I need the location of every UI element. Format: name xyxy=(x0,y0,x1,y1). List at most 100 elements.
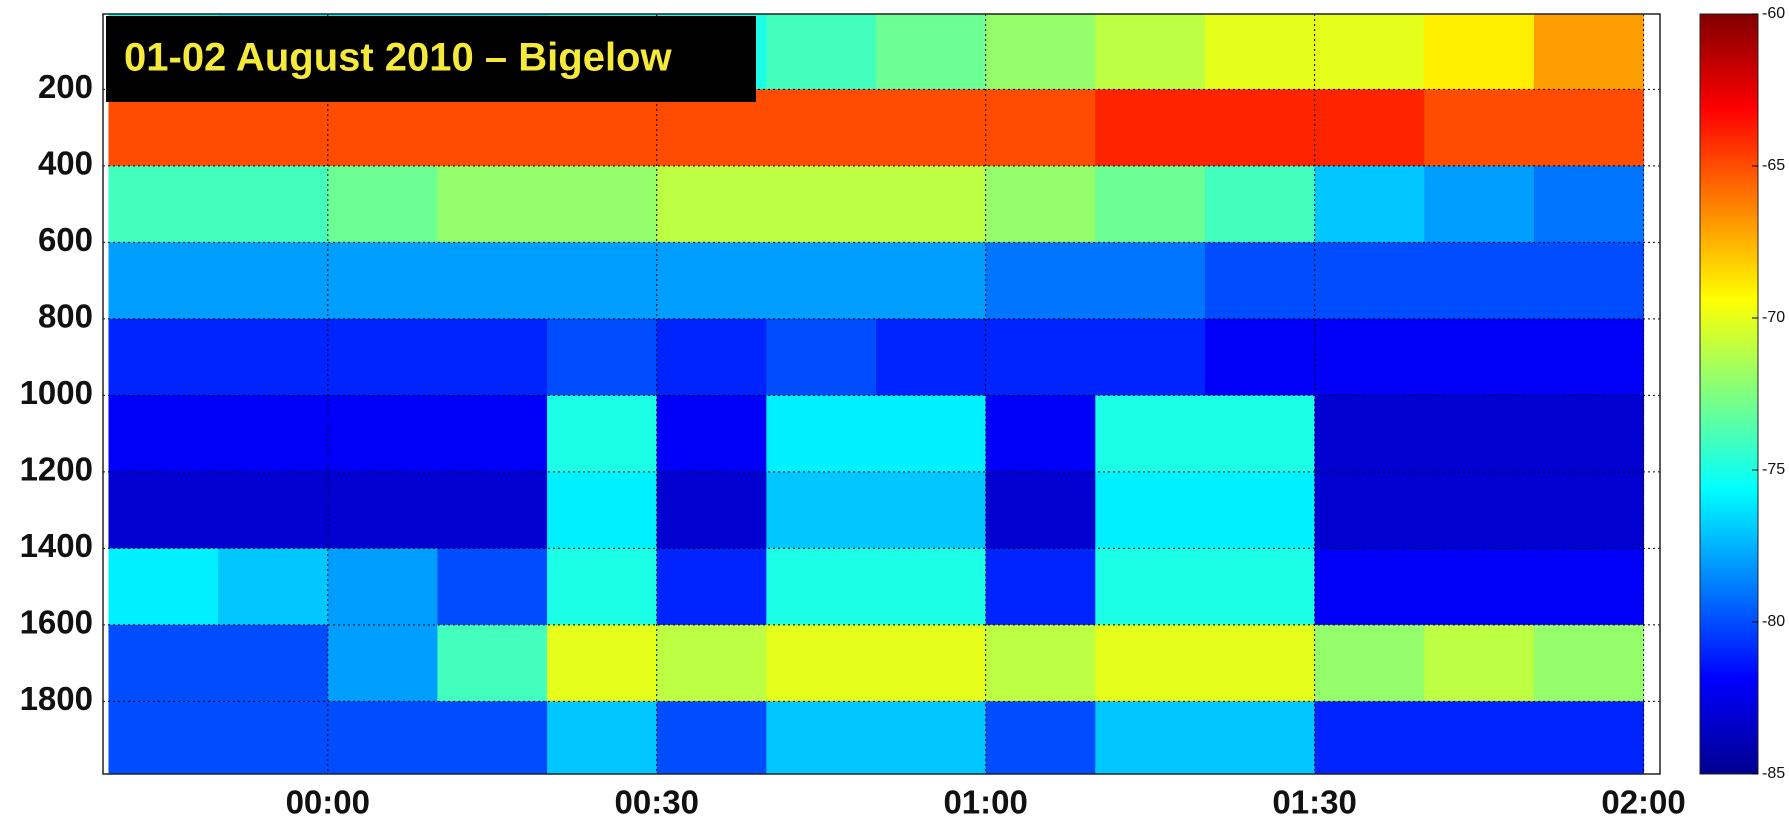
y-tick-label: 200 xyxy=(38,68,93,105)
heatmap-cell xyxy=(1205,89,1315,166)
heatmap-cell xyxy=(766,701,876,774)
heatmap-cell xyxy=(437,166,547,243)
heatmap-cell xyxy=(328,701,438,774)
heatmap-cell xyxy=(766,89,876,166)
heatmap-cell xyxy=(1205,14,1315,90)
heatmap-cell xyxy=(547,319,657,396)
heatmap-cell xyxy=(1534,166,1644,243)
heatmap-cell xyxy=(108,166,218,243)
heatmap-cell xyxy=(547,242,657,319)
heatmap-cell xyxy=(876,319,986,396)
heatmap-cell xyxy=(766,242,876,319)
heatmap-cell xyxy=(108,625,218,702)
colorbar-tick-label: -75 xyxy=(1762,461,1785,478)
heatmap-cell xyxy=(218,548,328,625)
heatmap-cell xyxy=(766,166,876,243)
heatmap-cell xyxy=(657,625,767,702)
heatmap-cell xyxy=(328,242,438,319)
heatmap-cell xyxy=(1424,89,1534,166)
heatmap-cell xyxy=(1095,14,1205,90)
heatmap-cell xyxy=(547,625,657,702)
heatmap-cell xyxy=(1205,395,1315,472)
heatmap-cell xyxy=(1534,242,1644,319)
heatmap-cell xyxy=(1534,625,1644,702)
heatmap-cell xyxy=(1315,89,1425,166)
heatmap-cell xyxy=(657,319,767,396)
heatmap-cell xyxy=(328,472,438,549)
heatmap-cell xyxy=(986,89,1096,166)
heatmap-cell xyxy=(876,166,986,243)
heatmap-cell xyxy=(1205,319,1315,396)
x-tick-label: 02:00 xyxy=(1601,784,1685,821)
heatmap-cell xyxy=(328,319,438,396)
heatmap-cell xyxy=(1534,89,1644,166)
heatmap-cell xyxy=(766,14,876,90)
heatmap-cell xyxy=(1424,548,1534,625)
heatmap-cell xyxy=(218,166,328,243)
heatmap-cell xyxy=(1534,319,1644,396)
heatmap-cell xyxy=(437,701,547,774)
heatmap-cell xyxy=(986,548,1096,625)
y-tick-label: 1000 xyxy=(20,374,93,411)
heatmap-cell xyxy=(1095,701,1205,774)
heatmap-cell xyxy=(1095,319,1205,396)
heatmap-cell xyxy=(1205,548,1315,625)
heatmap-cell xyxy=(986,395,1096,472)
heatmap-cell xyxy=(1534,14,1644,90)
heatmap-cell xyxy=(986,166,1096,243)
heatmap-cell xyxy=(657,395,767,472)
heatmap-cell xyxy=(1315,625,1425,702)
heatmap-cell xyxy=(218,625,328,702)
colorbar-tick-label: -85 xyxy=(1762,765,1785,782)
heatmap-cell xyxy=(876,89,986,166)
heatmap-cell xyxy=(876,701,986,774)
heatmap-cell xyxy=(876,472,986,549)
heatmap-cell xyxy=(986,472,1096,549)
heatmap-cell xyxy=(657,701,767,774)
heatmap-cell xyxy=(108,395,218,472)
heatmap-cell xyxy=(876,548,986,625)
heatmap-cell xyxy=(437,395,547,472)
y-tick-label: 1200 xyxy=(20,451,93,488)
heatmap-cell xyxy=(1534,395,1644,472)
heatmap-cell xyxy=(876,625,986,702)
heatmap-cell xyxy=(1424,166,1534,243)
heatmap-cell xyxy=(108,548,218,625)
chart: 01-02 August 2010 – Bigelow 200400600800… xyxy=(0,0,1789,827)
heatmap-cell xyxy=(876,395,986,472)
heatmap-cell xyxy=(1095,548,1205,625)
heatmap-cell xyxy=(1095,472,1205,549)
x-tick-label: 01:30 xyxy=(1272,784,1356,821)
heatmap-cell xyxy=(1315,701,1425,774)
heatmap-cell xyxy=(657,166,767,243)
colorbar-tick-label: -65 xyxy=(1762,157,1785,174)
heatmap-cell xyxy=(1315,472,1425,549)
heatmap-cell xyxy=(1095,395,1205,472)
heatmap-cell xyxy=(1424,242,1534,319)
chart-title: 01-02 August 2010 – Bigelow xyxy=(124,36,672,80)
heatmap-cell xyxy=(108,701,218,774)
heatmap-cell xyxy=(218,395,328,472)
heatmap-cell xyxy=(437,472,547,549)
heatmap-cell xyxy=(547,548,657,625)
heatmap-cell xyxy=(766,472,876,549)
colorbar-tick-label: -60 xyxy=(1762,5,1785,22)
heatmap-cell xyxy=(1315,395,1425,472)
heatmap-cell xyxy=(986,625,1096,702)
heatmap-cell xyxy=(1205,701,1315,774)
heatmap-cell xyxy=(1534,548,1644,625)
y-tick-label: 800 xyxy=(38,298,93,335)
heatmap-cell xyxy=(1315,166,1425,243)
heatmap-cell xyxy=(437,548,547,625)
heatmap-cell xyxy=(1534,701,1644,774)
x-tick-label: 00:30 xyxy=(615,784,699,821)
heatmap-cell xyxy=(876,242,986,319)
heatmap-cell xyxy=(1205,166,1315,243)
heatmap-cell xyxy=(328,166,438,243)
heatmap-cell xyxy=(437,625,547,702)
heatmap-cell xyxy=(1424,472,1534,549)
heatmap-cell xyxy=(1315,242,1425,319)
colorbar-tick-label: -70 xyxy=(1762,309,1785,326)
y-tick-label: 400 xyxy=(38,145,93,182)
heatmap-cell xyxy=(328,395,438,472)
